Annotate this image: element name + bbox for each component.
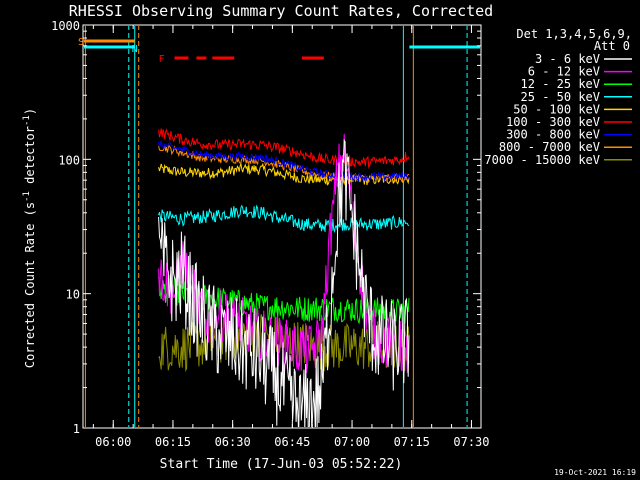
legend-label: 50 - 100 keV [513,102,600,116]
series-line-0 [158,138,410,427]
legend-label: 100 - 300 keV [506,115,600,129]
chart-title: RHESSI Observing Summary Count Rates, Co… [69,2,493,20]
plot-frame [82,24,482,429]
x-tick-label: 06:00 [95,435,131,449]
x-tick-label: 07:15 [394,435,430,449]
series-line-7 [158,144,410,184]
legend-label: 25 - 50 keV [521,90,600,104]
series-line-8 [158,312,410,373]
series-line-3 [158,204,410,233]
timestamp: 19-Oct-2021 16:19 [554,468,636,477]
y-label-end: ) [23,108,37,115]
y-label-main: Corrected Count Rate (s [23,202,37,368]
flag-label-f: F [159,54,165,65]
flag-label-s: S [78,37,84,48]
x-tick-label: 06:30 [215,435,251,449]
y-label-sup2: -1 [22,115,32,126]
legend-title-detectors: Det 1,3,4,5,6,9, [516,27,632,41]
legend-label: 800 - 7000 keV [499,140,600,154]
x-axis: 06:00 06:15 06:30 06:45 07:00 07:15 07:30 [92,25,490,449]
y-tick-label: 10 [66,288,80,302]
series-line-5 [158,128,410,169]
series-line-4 [158,162,410,186]
legend-label: 300 - 800 keV [506,128,600,142]
y-tick-label: 1000 [51,19,80,33]
y-tick-label: 100 [58,153,80,167]
legend-label: 12 - 25 keV [521,77,600,91]
legend-label: 6 - 12 keV [528,65,600,79]
x-tick-label: 07:30 [453,435,489,449]
legend-label: 3 - 6 keV [535,52,600,66]
flag-label-n: N [132,44,138,55]
y-tick-label: 1 [73,422,80,436]
x-tick-label: 06:45 [274,435,310,449]
y-axis-label: Corrected Count Rate (s-1 detector-1) [22,108,37,368]
y-label-mid: detector [23,126,37,191]
legend-title-attenuator: Att 0 [594,39,630,53]
y-label-sup1: -1 [22,191,32,202]
legend-label: 7000 - 15000 keV [484,153,600,167]
series-line-6 [158,140,410,182]
plot-area [84,26,480,427]
y-axis: 1 10 100 1000 [51,19,481,436]
x-tick-label: 06:15 [155,435,191,449]
x-axis-label: Start Time (17-Jun-03 05:52:22) [160,457,403,472]
x-tick-label: 07:00 [334,435,370,449]
